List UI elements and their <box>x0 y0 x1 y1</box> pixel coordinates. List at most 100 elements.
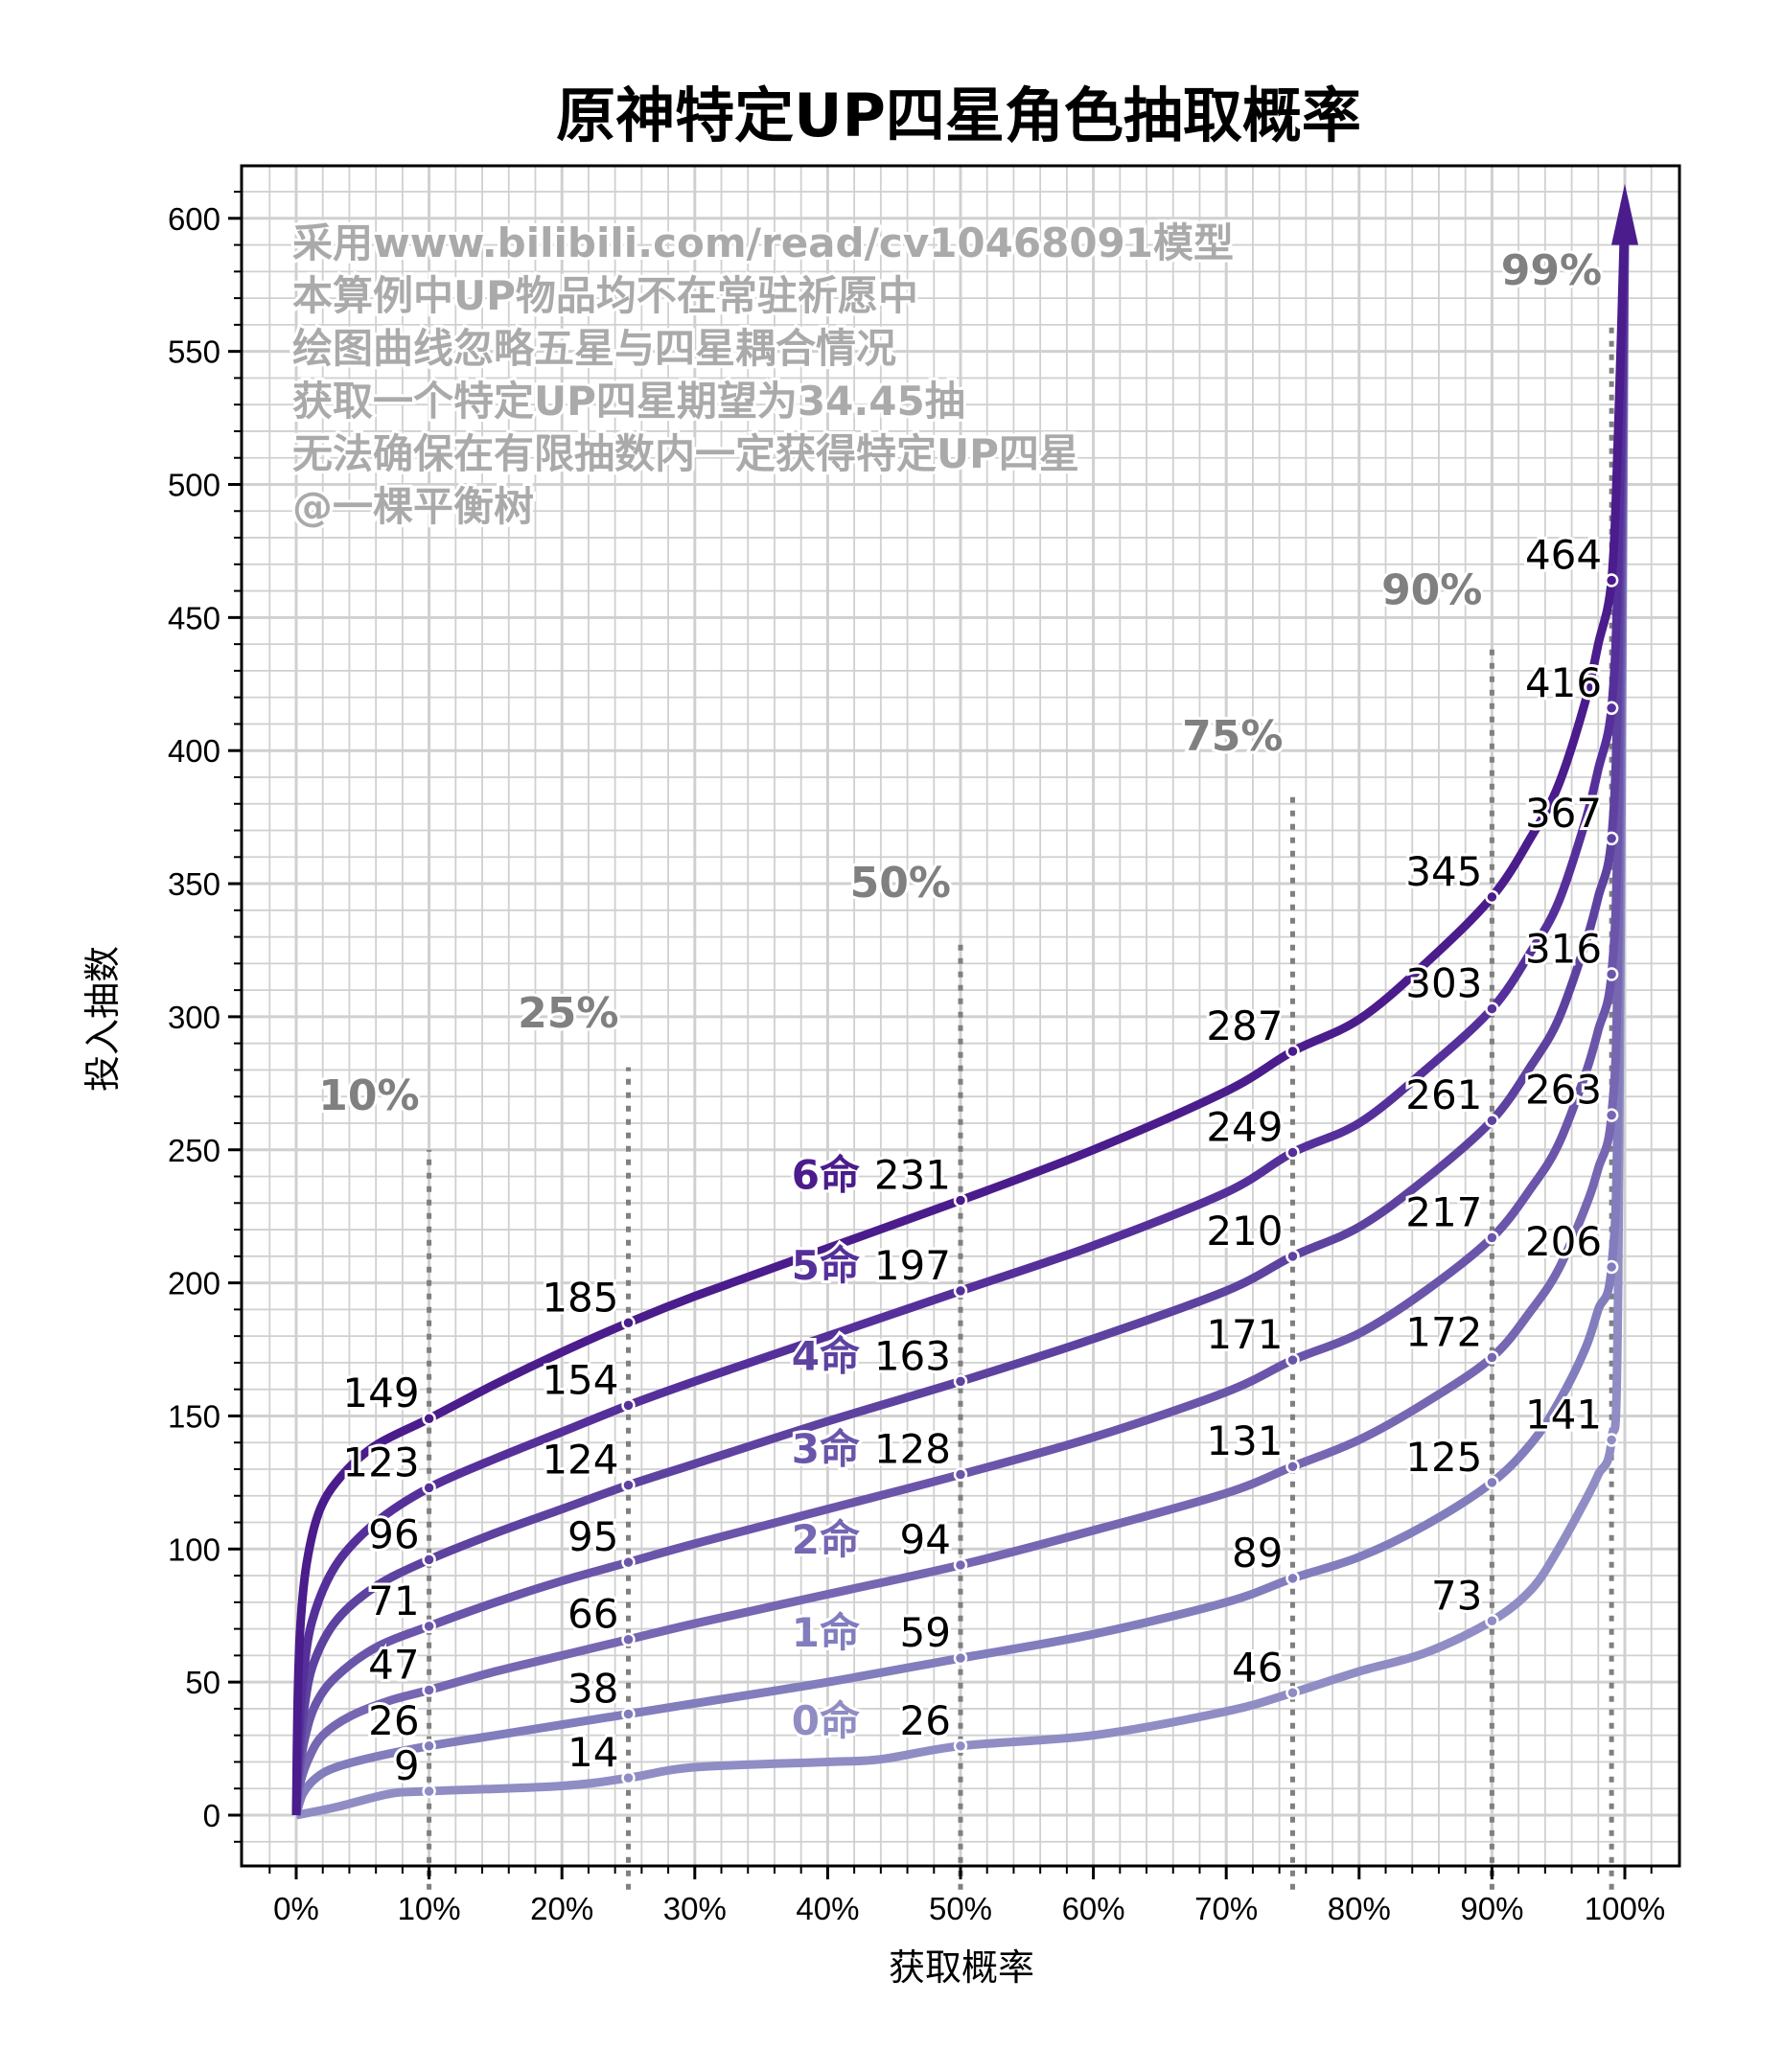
data-point <box>1285 1352 1300 1368</box>
data-point <box>1285 1686 1300 1700</box>
curve-5命 <box>291 218 1630 1816</box>
value-label: 206 <box>1525 1218 1602 1265</box>
value-label: 287 <box>1206 1002 1283 1049</box>
value-label: 89 <box>1232 1530 1283 1577</box>
value-label: 38 <box>567 1665 618 1712</box>
value-label: 9 <box>394 1742 420 1789</box>
value-label: 94 <box>900 1516 951 1563</box>
data-point <box>1285 1044 1300 1059</box>
data-point <box>621 1770 636 1785</box>
data-point <box>621 1478 636 1492</box>
y-tick-label: 150 <box>168 1398 220 1434</box>
x-tick-label: 10% <box>398 1891 461 1926</box>
value-label: 47 <box>368 1641 419 1688</box>
x-tick-label: 60% <box>1062 1891 1125 1926</box>
series-label: 0命 <box>792 1697 860 1744</box>
data-point <box>1485 1113 1499 1128</box>
data-point <box>1285 1249 1300 1264</box>
value-label: 14 <box>567 1729 618 1776</box>
y-tick-label: 350 <box>168 866 220 902</box>
data-point <box>953 1283 968 1299</box>
data-point <box>953 1738 968 1754</box>
y-tick-label: 50 <box>185 1665 220 1700</box>
value-label: 172 <box>1405 1308 1482 1355</box>
x-tick-label: 40% <box>796 1891 859 1926</box>
arrow-up-icon <box>1611 183 1638 245</box>
value-label: 185 <box>542 1274 618 1321</box>
x-tick-label: 80% <box>1328 1891 1391 1926</box>
y-tick-label: 300 <box>168 1000 220 1035</box>
x-tick-label: 50% <box>929 1891 992 1926</box>
data-point <box>1604 1259 1619 1275</box>
data-point <box>953 1467 968 1482</box>
value-label: 249 <box>1206 1104 1283 1151</box>
value-labels: 9 14 46 73 141 26 38 89 125 206 47 66 131 172 263 71 95 1… <box>339 528 1619 1799</box>
data-point <box>621 1632 636 1646</box>
data-point <box>1485 1231 1499 1245</box>
y-axis-label: 投入抽数 <box>81 946 124 1092</box>
value-label: 316 <box>1525 925 1602 972</box>
value-label: 73 <box>1431 1572 1482 1619</box>
x-tick-label: 90% <box>1460 1891 1523 1926</box>
data-point <box>422 1784 436 1799</box>
data-point <box>621 1316 636 1330</box>
data-point <box>621 1707 636 1721</box>
value-label: 123 <box>342 1439 419 1485</box>
value-label: 71 <box>368 1577 419 1624</box>
series-label: 6命 <box>792 1152 860 1199</box>
data-point <box>1485 1001 1499 1016</box>
annotation-line: 获取一个特定UP四星期望为34.45抽 <box>292 378 965 425</box>
data-point <box>1285 1571 1300 1586</box>
data-point <box>1485 1350 1499 1365</box>
chart-title: 原神特定UP四星角色抽取概率 <box>556 81 1361 150</box>
value-label: 59 <box>900 1609 951 1656</box>
y-tick-label: 450 <box>168 600 220 635</box>
x-tick-label: 70% <box>1194 1891 1258 1926</box>
value-label: 210 <box>1206 1208 1283 1255</box>
value-label: 261 <box>1405 1071 1482 1118</box>
data-point <box>953 1193 968 1208</box>
annotation-text: 采用www.bilibili.com/read/cv10468091模型本算例中… <box>289 217 1237 533</box>
series-label: 2命 <box>792 1516 860 1563</box>
y-tick-label: 600 <box>168 201 220 237</box>
annotation-line: 绘图曲线忽略五星与四星耦合情况 <box>292 325 896 372</box>
value-label: 149 <box>342 1370 419 1416</box>
curve-6命 <box>291 202 1630 1816</box>
data-point <box>1604 1433 1619 1447</box>
curve-2命 <box>291 218 1630 1816</box>
y-tick-label: 200 <box>168 1266 220 1301</box>
value-label: 141 <box>1525 1391 1602 1438</box>
annotation-line: @一棵平衡树 <box>292 483 534 530</box>
value-label: 231 <box>874 1152 951 1199</box>
x-axis-label: 获取概率 <box>889 1946 1034 1989</box>
value-label: 96 <box>368 1510 419 1557</box>
data-point <box>1485 1475 1499 1490</box>
percentile-label: 90% <box>1381 565 1482 614</box>
axes: 0% 10% 20% 30% 40% 50% 60% 70% 80% 90% 100% 0 50 100 1… <box>168 164 1681 1926</box>
value-label: 125 <box>1405 1434 1482 1481</box>
annotation-line: 无法确保在有限抽数内一定获得特定UP四星 <box>292 430 1079 477</box>
series-label: 5命 <box>792 1242 860 1289</box>
percentile-label: 99% <box>1501 246 1602 295</box>
data-point <box>953 1374 968 1389</box>
value-label: 171 <box>1206 1311 1283 1358</box>
data-point <box>1485 889 1499 905</box>
x-tick-label: 100% <box>1585 1891 1665 1926</box>
data-point <box>422 1411 436 1426</box>
data-point <box>953 1557 968 1573</box>
value-label: 124 <box>542 1437 618 1484</box>
value-label: 367 <box>1525 790 1602 837</box>
data-point <box>422 1619 436 1634</box>
series-label: 3命 <box>792 1426 860 1473</box>
value-label: 154 <box>542 1356 618 1403</box>
value-label: 95 <box>567 1513 618 1560</box>
data-point <box>1285 1459 1300 1474</box>
data-point <box>953 1650 968 1666</box>
value-label: 163 <box>874 1332 951 1379</box>
percentile-markers: 10% 25% 50% 75% 90% 99% <box>315 243 1614 1890</box>
annotation-line: 本算例中UP物品均不在常驻祈愿中 <box>292 272 918 319</box>
x-tick-label: 20% <box>530 1891 593 1926</box>
data-point <box>1604 1108 1619 1122</box>
y-tick-label: 100 <box>168 1531 220 1567</box>
